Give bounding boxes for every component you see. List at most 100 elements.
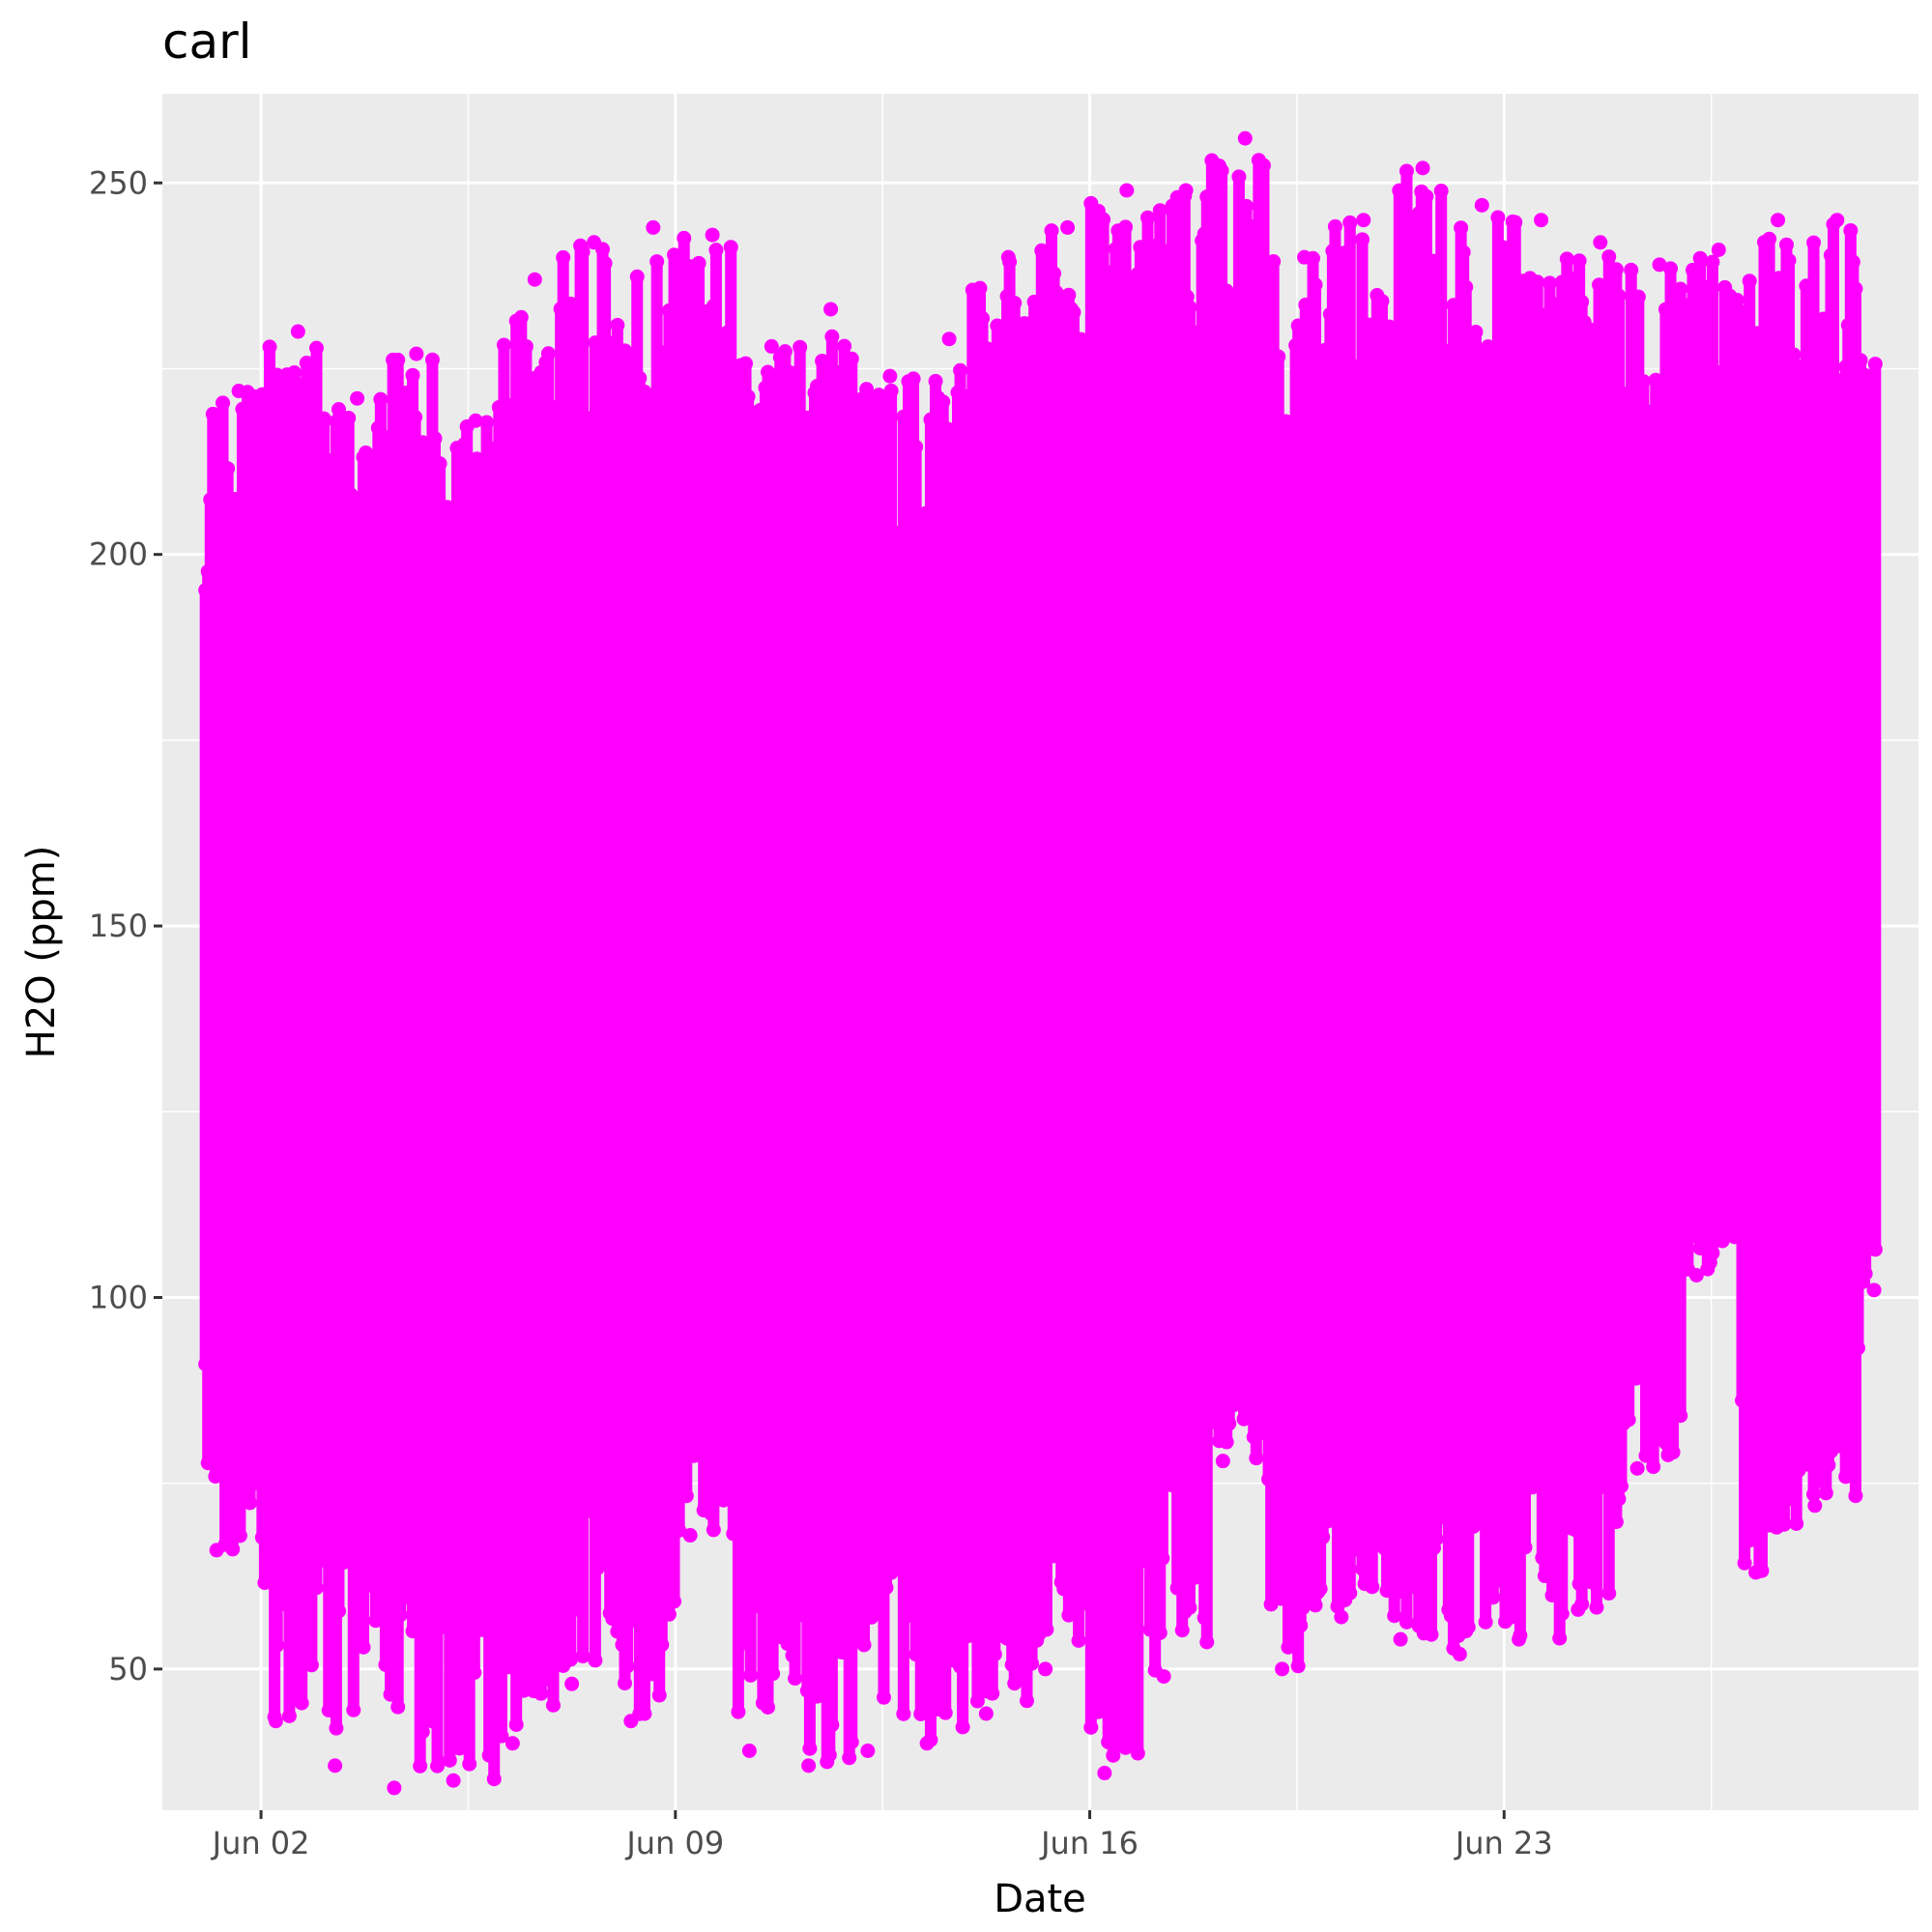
data-point	[225, 1542, 241, 1557]
data-point	[985, 1686, 1000, 1701]
data-point	[741, 1743, 757, 1758]
x-tick-label: Jun 16	[1039, 1825, 1139, 1861]
data-point	[575, 1649, 591, 1664]
data-point	[1781, 252, 1797, 268]
data-point	[1297, 249, 1312, 265]
data-point	[632, 370, 648, 386]
data-point	[368, 1613, 384, 1629]
data-point	[405, 367, 420, 383]
data-point	[802, 1741, 818, 1756]
data-point	[1478, 1614, 1493, 1629]
data-point	[257, 1575, 273, 1591]
data-point	[1295, 1600, 1311, 1615]
data-point	[1155, 1550, 1170, 1566]
data-point	[672, 1522, 687, 1538]
data-point	[1530, 274, 1545, 290]
data-point	[1074, 332, 1089, 347]
data-point	[1090, 1704, 1106, 1719]
data-point	[1512, 1631, 1527, 1647]
data-point	[1066, 304, 1081, 320]
data-point	[1140, 210, 1156, 225]
data-point	[1155, 243, 1170, 258]
data-point	[793, 339, 808, 355]
data-point	[1152, 1625, 1168, 1640]
data-point	[1355, 232, 1370, 247]
data-point	[654, 1637, 670, 1653]
data-point	[822, 1747, 837, 1763]
data-point	[346, 1702, 361, 1717]
data-point	[815, 353, 830, 368]
data-point	[1000, 249, 1016, 265]
data-point	[1611, 288, 1627, 303]
data-point	[1312, 1581, 1328, 1597]
data-point	[1508, 215, 1523, 230]
data-point	[545, 1697, 561, 1713]
data-point	[1019, 1693, 1034, 1709]
data-point	[1060, 219, 1076, 235]
data-point	[494, 1728, 509, 1744]
data-point	[1613, 1479, 1629, 1494]
data-point	[1572, 253, 1587, 269]
data-point	[1776, 1516, 1792, 1532]
data-point	[1219, 1434, 1234, 1450]
data-point	[468, 413, 483, 428]
data-point	[328, 1758, 343, 1773]
data-point	[308, 1580, 324, 1596]
data-point	[1608, 262, 1624, 277]
data-point	[743, 1667, 759, 1683]
data-point	[268, 1714, 283, 1729]
data-point	[1474, 197, 1489, 213]
data-point	[1853, 353, 1868, 368]
data-point	[661, 1606, 677, 1622]
data-point	[287, 364, 303, 380]
data-point	[262, 339, 277, 355]
data-point	[1571, 1601, 1586, 1617]
data-point	[390, 352, 406, 367]
data-point	[270, 1637, 285, 1653]
data-point	[1729, 293, 1745, 308]
data-point	[413, 1758, 428, 1773]
data-point	[533, 1686, 549, 1701]
data-point	[1308, 1598, 1323, 1613]
data-point	[972, 280, 988, 296]
data-point	[1454, 220, 1469, 236]
y-tick-label: 200	[89, 536, 148, 573]
data-point	[844, 1734, 859, 1749]
data-point	[1083, 1719, 1099, 1735]
data-point	[527, 272, 542, 287]
data-point	[651, 344, 667, 360]
data-point	[467, 1665, 482, 1681]
data-point	[1821, 1457, 1836, 1473]
data-point	[1097, 1766, 1112, 1781]
y-axis: 50 100 150 200 250	[89, 164, 162, 1687]
data-point	[1231, 169, 1247, 185]
data-point	[408, 410, 423, 425]
data-point	[1552, 1630, 1568, 1646]
data-point	[928, 373, 943, 389]
data-point	[1638, 403, 1654, 418]
data-point	[1673, 281, 1688, 297]
data-point	[1574, 294, 1590, 309]
data-point	[479, 415, 495, 430]
data-point	[1374, 294, 1390, 309]
data-point	[1182, 1600, 1197, 1615]
data-point	[1646, 1459, 1661, 1475]
data-point	[329, 1720, 344, 1736]
data-point	[356, 1639, 371, 1655]
data-point	[424, 352, 440, 367]
data-point	[1119, 183, 1135, 198]
data-point	[1593, 235, 1608, 250]
data-point	[1061, 287, 1077, 303]
data-point	[341, 410, 357, 425]
data-point	[427, 431, 443, 447]
data-point	[1866, 1283, 1882, 1298]
data-point	[1692, 250, 1708, 266]
data-point	[1178, 183, 1194, 198]
data-point	[1621, 1412, 1636, 1427]
data-point	[1829, 372, 1844, 388]
data-point	[1424, 1627, 1439, 1642]
data-point	[1485, 1590, 1501, 1605]
data-point	[1867, 1242, 1883, 1257]
data-point	[1074, 1597, 1089, 1612]
x-tick-label: Jun 02	[211, 1825, 310, 1861]
